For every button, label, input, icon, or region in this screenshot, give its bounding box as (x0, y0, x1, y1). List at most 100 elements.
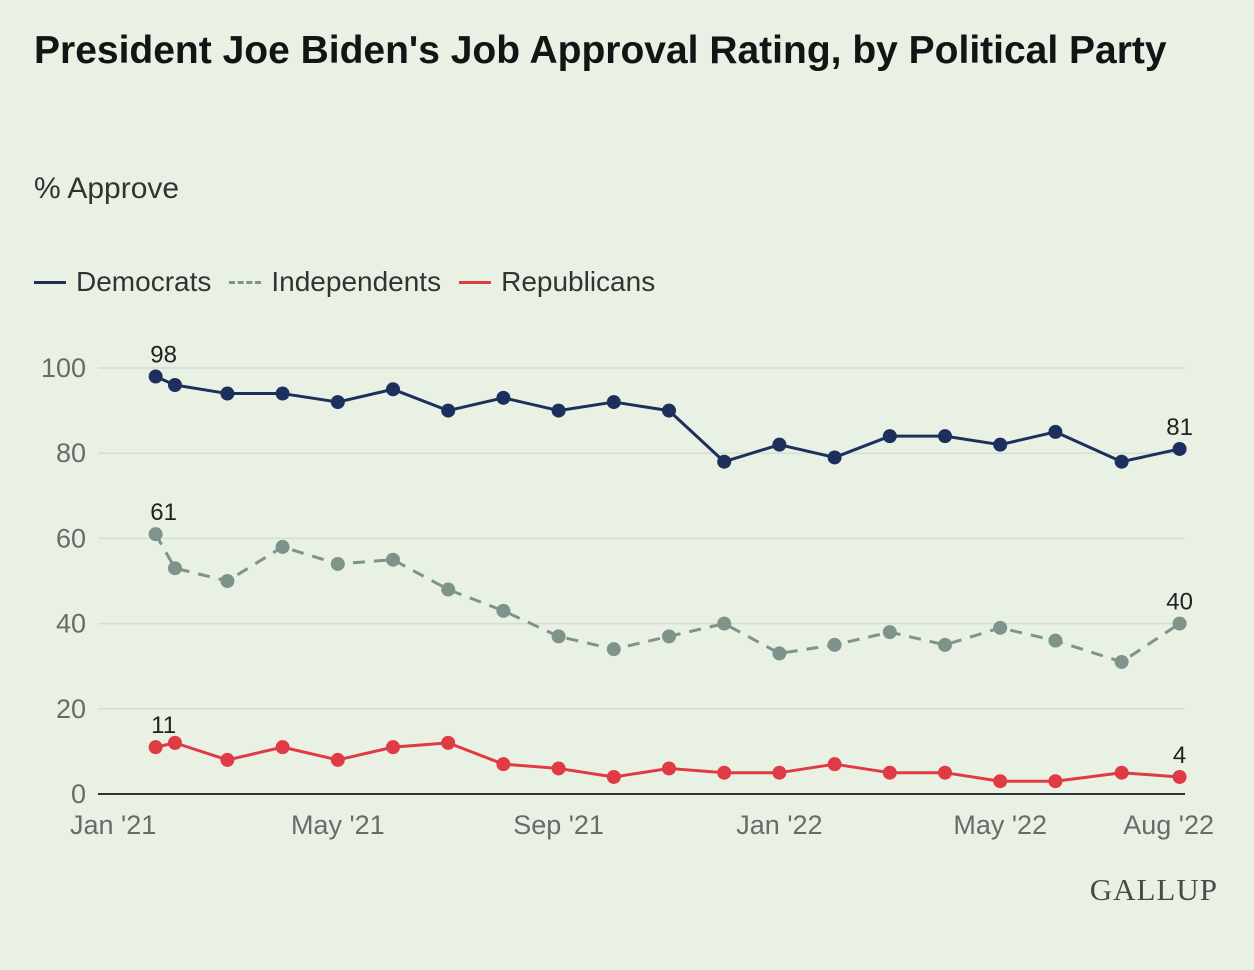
x-tick-label: Sep '21 (513, 810, 604, 840)
legend-item-independents[interactable]: Independents (229, 266, 441, 298)
legend-item-democrats[interactable]: Democrats (34, 266, 211, 298)
data-point-republicans[interactable] (148, 740, 163, 755)
gallup-logo: GALLUP (1089, 872, 1218, 907)
data-point-democrats[interactable] (662, 403, 676, 418)
data-point-republicans[interactable] (717, 765, 732, 780)
data-point-independents[interactable] (551, 629, 566, 644)
data-point-independents[interactable] (772, 646, 787, 661)
y-tick-label: 60 (56, 523, 86, 553)
data-point-independents[interactable] (1114, 654, 1129, 669)
legend-swatch-republicans (459, 280, 492, 284)
x-tick-label: Jan '21 (70, 810, 156, 840)
data-point-democrats[interactable] (330, 395, 345, 410)
data-point-democrats[interactable] (551, 403, 566, 418)
y-axis: 0 20 40 60 80 100 (41, 353, 86, 809)
data-point-republicans[interactable] (551, 761, 566, 776)
data-point-democrats[interactable] (827, 450, 842, 465)
data-label-republicans: 11 (151, 712, 176, 739)
data-point-independents[interactable] (662, 629, 676, 644)
data-point-democrats[interactable] (220, 386, 235, 401)
data-point-republicans[interactable] (275, 740, 290, 755)
data-label-democrats: 98 (150, 342, 177, 369)
legend-label-independents: Independents (271, 266, 442, 297)
data-point-democrats[interactable] (167, 378, 182, 393)
data-point-democrats[interactable] (717, 454, 732, 469)
data-point-democrats[interactable] (772, 437, 787, 452)
data-point-independents[interactable] (606, 642, 621, 657)
data-point-democrats[interactable] (496, 390, 511, 405)
legend-swatch-democrats (34, 280, 66, 284)
data-point-democrats[interactable] (148, 369, 163, 384)
series-line-democrats (155, 375, 1180, 464)
data-label-republicans: 4 (1173, 742, 1186, 769)
data-point-democrats[interactable] (993, 437, 1008, 452)
legend: Democrats Independents Republicans (34, 266, 673, 298)
data-point-democrats[interactable] (275, 386, 290, 401)
legend-label-democrats: Democrats (76, 266, 212, 297)
x-tick-label: May '22 (953, 810, 1047, 840)
data-point-independents[interactable] (1048, 633, 1063, 648)
data-point-democrats[interactable] (1048, 424, 1063, 439)
data-point-republicans[interactable] (662, 761, 676, 776)
series-line-republicans (155, 741, 1180, 783)
data-point-republicans[interactable] (496, 757, 511, 772)
data-point-republicans[interactable] (938, 765, 952, 780)
data-point-democrats[interactable] (441, 403, 456, 418)
series-group (148, 369, 1187, 789)
data-point-independents[interactable] (148, 527, 163, 542)
data-labels: 98 81 61 40 11 4 (150, 342, 1193, 769)
data-point-republicans[interactable] (220, 752, 235, 767)
y-tick-label: 40 (56, 609, 86, 639)
data-point-republicans[interactable] (330, 752, 345, 767)
x-axis: Jan '21 May '21 Sep '21 Jan '22 May '22 Aug '… (70, 810, 1214, 840)
data-point-democrats[interactable] (1114, 454, 1129, 469)
data-point-independents[interactable] (386, 552, 400, 567)
legend-swatch-independents (229, 280, 262, 284)
data-point-republicans[interactable] (386, 740, 400, 755)
data-point-republicans[interactable] (606, 769, 621, 784)
data-point-republicans[interactable] (993, 774, 1008, 789)
y-tick-label: 80 (56, 438, 86, 468)
data-point-independents[interactable] (938, 637, 952, 652)
data-point-independents[interactable] (167, 561, 182, 576)
data-point-independents[interactable] (827, 637, 842, 652)
data-point-independents[interactable] (717, 616, 732, 631)
x-tick-label: May '21 (291, 810, 385, 840)
data-point-independents[interactable] (330, 556, 345, 571)
data-point-independents[interactable] (220, 574, 235, 588)
data-point-independents[interactable] (1172, 616, 1187, 631)
y-tick-label: 20 (56, 694, 86, 724)
data-point-democrats[interactable] (1172, 441, 1187, 456)
gridlines (98, 367, 1185, 795)
data-point-republicans[interactable] (1114, 765, 1129, 780)
series-line-independents (154, 533, 1181, 664)
data-point-independents[interactable] (993, 620, 1008, 635)
data-point-independents[interactable] (882, 625, 897, 640)
data-point-republicans[interactable] (882, 765, 897, 780)
data-point-democrats[interactable] (882, 429, 897, 444)
y-tick-label: 100 (41, 353, 86, 383)
x-tick-label: Aug '22 (1123, 810, 1214, 840)
chart-title: President Joe Biden's Job Approval Ratin… (34, 29, 1167, 72)
y-tick-label: 0 (71, 779, 86, 809)
data-point-independents[interactable] (496, 603, 511, 618)
data-point-republicans[interactable] (1172, 769, 1187, 784)
data-point-independents[interactable] (275, 539, 290, 554)
data-point-democrats[interactable] (386, 382, 400, 397)
data-point-democrats[interactable] (938, 429, 952, 444)
data-point-democrats[interactable] (606, 395, 621, 410)
data-point-republicans[interactable] (441, 735, 456, 750)
data-point-republicans[interactable] (1048, 774, 1063, 789)
data-label-independents: 61 (150, 499, 177, 526)
x-tick-label: Jan '22 (736, 810, 822, 840)
data-label-independents: 40 (1166, 589, 1193, 616)
data-point-independents[interactable] (441, 582, 456, 597)
chart-subtitle: % Approve (34, 172, 180, 205)
data-point-republicans[interactable] (167, 735, 182, 750)
legend-label-republicans: Republicans (501, 266, 656, 297)
data-point-republicans[interactable] (772, 765, 787, 780)
legend-item-republicans[interactable]: Republicans (459, 266, 655, 298)
data-point-republicans[interactable] (827, 757, 842, 772)
data-label-democrats: 81 (1166, 414, 1193, 441)
